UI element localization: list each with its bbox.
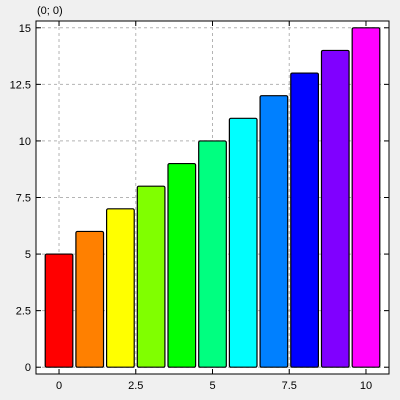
bar <box>137 186 165 367</box>
bar <box>76 231 104 367</box>
bar <box>168 164 196 368</box>
y-tick-label: 7.5 <box>16 193 31 205</box>
bar <box>321 50 349 367</box>
bar <box>107 209 135 367</box>
x-tick-label: 10 <box>360 380 372 392</box>
x-tick-label: 0 <box>56 380 62 392</box>
bar <box>229 118 257 367</box>
x-tick-label: 5 <box>209 380 215 392</box>
x-tick-label: 2.5 <box>128 380 143 392</box>
y-tick-label: 2.5 <box>16 306 31 318</box>
y-tick-label: 5 <box>25 249 31 261</box>
bar <box>199 141 227 367</box>
x-tick-label: 7.5 <box>282 380 297 392</box>
y-tick-label: 10 <box>19 136 31 148</box>
bar <box>260 96 288 368</box>
bar <box>45 254 73 367</box>
y-tick-label: 15 <box>19 23 31 35</box>
bar <box>352 28 380 367</box>
y-tick-label: 0 <box>25 362 31 374</box>
y-tick-label: 12.5 <box>10 79 31 91</box>
bar <box>291 73 319 367</box>
